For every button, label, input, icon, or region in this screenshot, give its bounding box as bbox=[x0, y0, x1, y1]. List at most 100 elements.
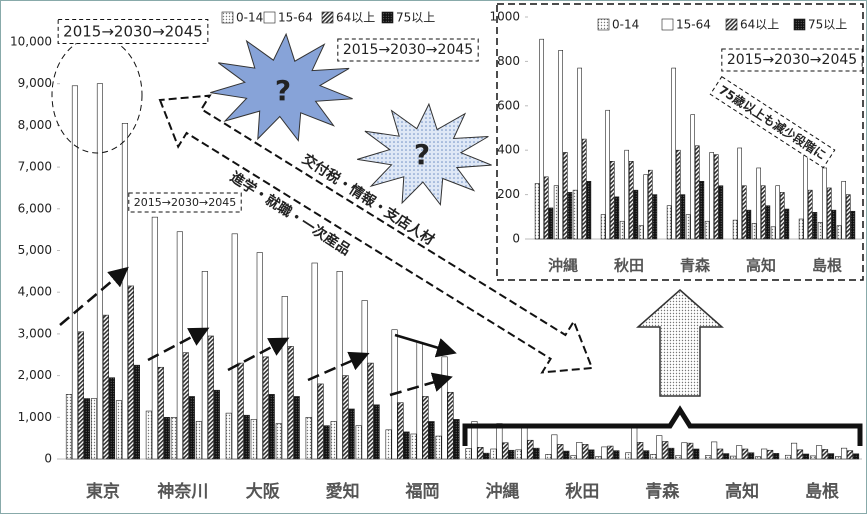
legend-label: 64以上 bbox=[740, 18, 779, 32]
y-tick-label: 9,000 bbox=[18, 76, 52, 90]
decorations bbox=[51, 32, 863, 446]
bar bbox=[628, 161, 634, 240]
bar bbox=[694, 145, 700, 240]
annotation: 2015→2030→2045 bbox=[343, 42, 473, 58]
bar bbox=[262, 356, 269, 460]
legend-label: 75以上 bbox=[808, 18, 847, 32]
bar bbox=[410, 433, 417, 460]
bar bbox=[293, 396, 300, 460]
bar bbox=[822, 167, 828, 240]
bar bbox=[163, 416, 170, 460]
burst bbox=[357, 102, 492, 207]
bar bbox=[403, 431, 410, 460]
bar bbox=[496, 423, 503, 460]
bar bbox=[693, 448, 700, 460]
bar bbox=[647, 169, 653, 240]
bar bbox=[317, 383, 324, 460]
bar bbox=[305, 416, 312, 460]
y-tick-label: 2,000 bbox=[18, 368, 52, 382]
bar bbox=[748, 452, 755, 460]
bar bbox=[471, 421, 478, 460]
y-tick-label: 400 bbox=[497, 143, 520, 157]
bar bbox=[582, 444, 589, 460]
bar bbox=[685, 214, 691, 240]
bar bbox=[133, 364, 140, 460]
bar bbox=[815, 445, 823, 460]
y-tick-label: 10,000 bbox=[10, 35, 52, 49]
bar bbox=[765, 205, 771, 240]
legend-label: 15-64 bbox=[278, 11, 313, 25]
bar bbox=[850, 210, 856, 240]
bar bbox=[790, 442, 798, 460]
bar bbox=[115, 400, 122, 460]
bar bbox=[127, 285, 134, 460]
bar bbox=[570, 455, 577, 460]
bar bbox=[809, 455, 817, 460]
bar bbox=[483, 452, 490, 460]
bar bbox=[755, 456, 762, 460]
y-tick-label: 1000 bbox=[489, 10, 520, 24]
bar bbox=[397, 402, 404, 460]
bar bbox=[207, 335, 214, 460]
bar bbox=[784, 208, 790, 240]
bar bbox=[609, 161, 615, 240]
bar bbox=[553, 185, 559, 240]
bar bbox=[268, 394, 275, 460]
bar bbox=[465, 448, 472, 460]
annotation: ? bbox=[275, 74, 291, 107]
trend-arrow bbox=[307, 351, 370, 382]
bar bbox=[675, 455, 682, 460]
annotation-box bbox=[57, 19, 209, 44]
y-tick-label: 3,000 bbox=[18, 326, 52, 340]
bar bbox=[533, 447, 540, 460]
legend-swatch bbox=[597, 18, 610, 31]
bar bbox=[796, 449, 804, 460]
x-tick-label: 青森 bbox=[680, 257, 711, 275]
bar bbox=[821, 449, 829, 460]
x-tick-label: 愛知 bbox=[326, 481, 360, 502]
bracket bbox=[462, 405, 863, 446]
bar bbox=[237, 362, 244, 460]
bar bbox=[704, 220, 710, 240]
x-tick-label: 神奈川 bbox=[157, 481, 208, 502]
bar bbox=[250, 419, 257, 460]
bar bbox=[773, 453, 780, 460]
bar bbox=[840, 447, 848, 460]
bar bbox=[784, 454, 792, 460]
bar bbox=[151, 216, 158, 460]
legend-label: 0-14 bbox=[236, 11, 263, 25]
bar bbox=[826, 187, 832, 240]
trend-arrow bbox=[389, 372, 453, 397]
x-tick-label: 福岡 bbox=[405, 481, 440, 502]
bar bbox=[699, 180, 705, 240]
legend-swatch bbox=[263, 11, 276, 24]
x-tick-label: 島根 bbox=[805, 481, 839, 502]
bar bbox=[453, 419, 460, 460]
trend-arrow bbox=[227, 337, 290, 372]
bar bbox=[845, 194, 851, 240]
bar bbox=[607, 445, 614, 460]
burst bbox=[210, 32, 353, 142]
trend-arrow bbox=[59, 266, 129, 326]
bar bbox=[756, 167, 762, 240]
bar bbox=[817, 222, 823, 240]
bar bbox=[157, 366, 164, 460]
x-tick-label: 青森 bbox=[645, 481, 680, 502]
bar bbox=[619, 220, 625, 240]
bar bbox=[385, 429, 392, 460]
bar bbox=[311, 262, 318, 460]
main-plot: 0 1,000 2,000 3,000 4,000 5,000 6,000 7,000 8,00… bbox=[10, 11, 862, 502]
bar bbox=[588, 449, 595, 460]
bar bbox=[643, 174, 649, 240]
bar bbox=[637, 442, 644, 460]
bar bbox=[760, 185, 766, 240]
double-arrow bbox=[158, 94, 594, 374]
bar bbox=[711, 441, 718, 460]
legend-label: 64以上 bbox=[336, 11, 375, 25]
bar bbox=[717, 448, 724, 460]
bar bbox=[367, 362, 374, 460]
bar bbox=[662, 441, 669, 460]
bar bbox=[614, 196, 620, 240]
y-tick-label: 7,000 bbox=[18, 160, 52, 174]
y-tick-label: 800 bbox=[497, 54, 520, 68]
